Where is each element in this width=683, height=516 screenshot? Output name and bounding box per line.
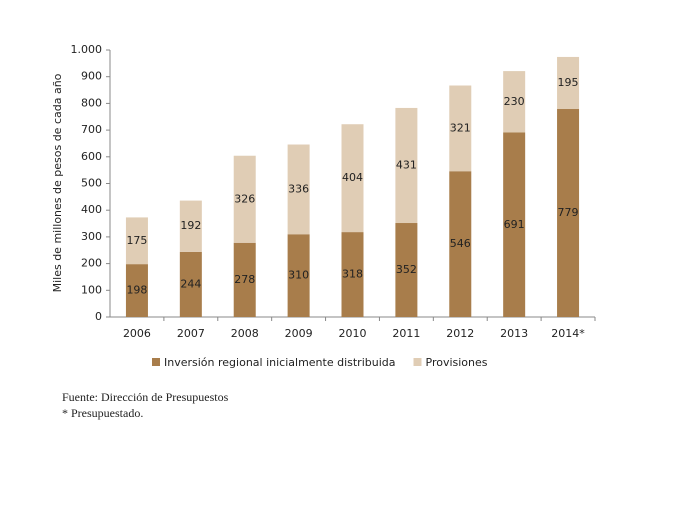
y-tick-label: 400 (81, 203, 102, 216)
value-label: 244 (180, 277, 201, 290)
bar-segment (449, 85, 472, 172)
x-tick-label: 2010 (339, 327, 367, 340)
x-tick-label: 2009 (285, 327, 313, 340)
legend-swatch (413, 358, 422, 366)
bar-segment (395, 107, 418, 224)
bar-segment (449, 171, 472, 317)
y-tick-label: 600 (81, 150, 102, 163)
footnote: * Presupuestado. (62, 406, 143, 420)
y-tick-label: 200 (81, 257, 102, 270)
bar-segment (233, 155, 256, 243)
value-label: 546 (450, 237, 471, 250)
legend-label: Provisiones (426, 356, 488, 369)
value-label: 192 (180, 219, 201, 232)
value-label: 336 (288, 182, 309, 195)
bar-segment (287, 234, 310, 317)
y-tick-label: 100 (81, 283, 102, 296)
x-tick-label: 2011 (392, 327, 420, 340)
x-tick-label: 2006 (123, 327, 151, 340)
x-tick-label: 2012 (446, 327, 474, 340)
value-label: 691 (504, 218, 525, 231)
x-tick-label: 2013 (500, 327, 528, 340)
bar-segment (179, 251, 202, 317)
y-tick-label: 900 (81, 70, 102, 83)
bar-segment (125, 217, 148, 265)
x-tick-label: 2007 (177, 327, 205, 340)
bar-segment (503, 132, 526, 317)
bar-segment (557, 56, 580, 110)
value-label: 404 (342, 171, 363, 184)
value-label: 310 (288, 269, 309, 282)
x-tick-label: 2014* (551, 327, 585, 340)
y-axis-label: Miles de millones de pesos de cada año (51, 73, 64, 292)
bar-segment (395, 223, 418, 317)
bar-segment (179, 200, 202, 252)
bar-segment (503, 71, 526, 133)
y-tick-label: 500 (81, 177, 102, 190)
bar-segment (341, 232, 364, 317)
legend-swatch (152, 358, 160, 366)
y-tick-label: 0 (95, 310, 102, 323)
y-tick-label: 800 (81, 96, 102, 109)
value-label: 175 (126, 234, 147, 247)
bar-segment (233, 242, 256, 317)
value-label: 352 (396, 263, 417, 276)
value-label: 198 (126, 284, 147, 297)
y-tick-label: 700 (81, 123, 102, 136)
source-note: Fuente: Dirección de Presupuestos (62, 390, 229, 404)
bar-segment (287, 144, 310, 235)
y-tick-label: 300 (81, 230, 102, 243)
value-label: 278 (234, 273, 255, 286)
x-tick-label: 2008 (231, 327, 259, 340)
value-label: 230 (504, 95, 525, 108)
legend-label: Inversión regional inicialmente distribu… (164, 356, 396, 369)
value-label: 326 (234, 192, 255, 205)
value-label: 321 (450, 121, 471, 134)
bar-segment (557, 109, 580, 317)
value-label: 195 (558, 76, 579, 89)
value-label: 431 (396, 158, 417, 171)
value-label: 779 (558, 206, 579, 219)
bar-segment (125, 264, 148, 317)
y-tick-label: 1.000 (71, 43, 103, 56)
value-label: 318 (342, 268, 363, 281)
bar-segment (341, 124, 364, 233)
